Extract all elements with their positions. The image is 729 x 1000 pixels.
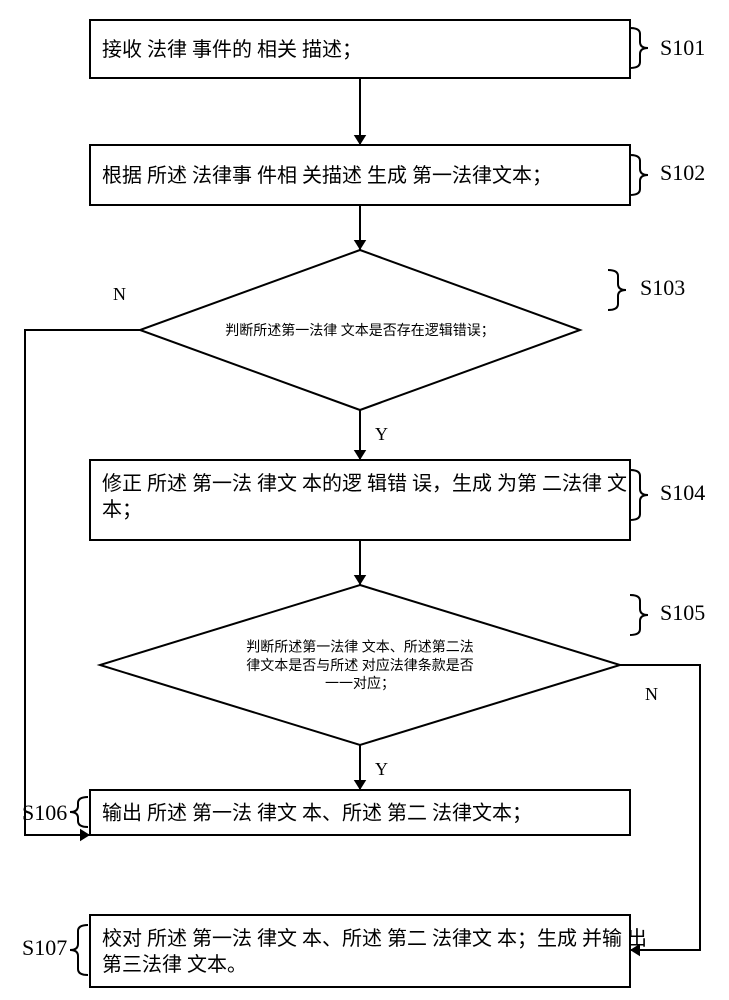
flowchart: Y Y N N 接收 法律 事件的 相关 描述； 根据 所述 法律事 件相 关描述 生成 … [0,0,729,1000]
svg-text:Y: Y [375,759,388,779]
step-bracket [70,797,88,827]
flow-box-text: 第三法律 文本。 [102,953,247,976]
step-bracket [630,155,648,195]
svg-text:N: N [645,684,658,704]
svg-text:N: N [113,284,126,304]
step-label-s106: S106 [22,800,67,825]
flow-box-text: 接收 法律 事件的 相关 描述； [102,38,362,61]
flow-box-text: 根据 所述 法律事 件相 关描述 生成 第一法律文本； [102,164,552,187]
step-bracket [630,28,648,68]
svg-text:Y: Y [375,424,388,444]
step-label-s101: S101 [660,35,705,60]
flow-box-text: 修正 所述 第一法 律文 本的逻 辑错 误，生成 为第 二法律 文 [102,472,627,495]
flow-box-text: 本； [102,498,142,521]
step-bracket [608,270,626,310]
flow-box-text: 校对 所述 第一法 律文 本、所述 第二 法律文 本；生成 并输 出 [102,927,647,950]
flow-box-text: 输出 所述 第一法 律文 本、所述 第二 法律文本； [102,802,532,825]
flow-diamond-text: 判断所述第一法律 文本是否存在逻辑错误； [225,322,495,339]
flow-diamond-text: 律文本是否与所述 对应法律条款是否 [246,657,474,674]
flow-diamond-text: 一一对应； [325,675,395,692]
step-label-s105: S105 [660,600,705,625]
flow-box-s104 [90,460,630,540]
step-bracket [630,470,648,520]
step-bracket [630,595,648,635]
step-label-s107: S107 [22,935,67,960]
flow-diamond-text: 判断所述第一法律 文本、所述第二法 [246,639,474,656]
step-bracket [70,925,88,975]
step-label-s103: S103 [640,275,685,300]
step-label-s102: S102 [660,160,705,185]
step-label-s104: S104 [660,480,705,505]
flow-box-s107 [90,915,630,987]
